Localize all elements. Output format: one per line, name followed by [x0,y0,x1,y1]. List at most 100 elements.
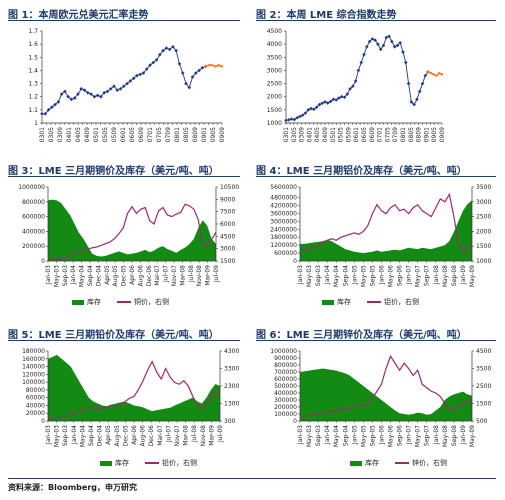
y1-tick-label: 3600000 [270,210,297,217]
x-tick-label: Apr-05 [104,265,111,285]
data-point [314,105,319,110]
legend-stock-label: 库存 [365,459,379,467]
y1-tick-label: 160000 [22,356,45,363]
x-tick-label: Sep-08 [451,425,458,446]
data-point [359,60,364,65]
data-point [50,105,54,110]
x-tick-label: May-04 [333,265,340,287]
x-tick-label: Sep-04 [342,425,349,446]
y1-tick-label: 0 [293,418,297,425]
legend-stock-swatch [350,460,362,466]
x-tick-label: Jan-07 [406,265,413,285]
chart-fig4: 0600000120000018000002400000300000036000… [270,184,491,287]
y2-tick-label: 4300 [224,348,239,355]
panel-fig1: 图 1：本周欧元兑美元汇率走势 1 1.1 1.2 1.3 1.4 1.5 1.6 1.7 03… [8,6,240,148]
y1-tick-label: 700000 [274,369,297,376]
x-tick-label: 0709 [392,127,399,142]
data-point [177,62,182,66]
x-tick-label: 0905 [431,127,438,142]
y2-tick-label: 3000 [476,199,491,206]
data-point [180,71,185,75]
forecast-point [217,63,220,67]
y2-tick-label: 3300 [224,366,239,373]
x-tick-label: 0305 [48,127,55,142]
x-tick-label: May-04 [333,425,340,447]
data-point [312,107,316,112]
x-tick-label: Jan-05 [351,265,358,285]
y1-tick-label: 0 [41,258,45,265]
y1-tick-label: 1000000 [270,348,297,355]
data-point [102,90,106,95]
y1-tick-label: 4200000 [270,203,297,210]
y1-tick-label: 600000 [274,250,297,257]
panel-fig3: 图 3：LME 三月期铜价及库存（美元/吨、吨） 0 200000 400000 60… [8,162,240,308]
x-tick-label: Jul-08 [188,265,195,283]
y1-tick-label: 0 [293,258,297,265]
x-tick-label: Apr-06 [131,425,138,445]
y2-tick-label: 1500 [476,401,491,408]
x-tick-label: Sep-03 [315,425,322,446]
data-point [141,71,146,75]
x-tick-label: May-06 [388,425,395,447]
x-tick-label: 0705 [384,127,391,142]
x-tick-label: Jan-05 [351,425,358,445]
x-tick-label: 0805 [183,127,190,142]
title-divider [8,176,240,177]
x-tick-label: 0709 [165,127,172,142]
x-tick-label: Jul-07 [163,265,170,283]
legend-price-swatch [395,462,409,464]
x-tick-label: Dec-04 [95,265,102,287]
x-tick-label: 0609 [138,127,145,142]
y1-tick-label: 3000000 [270,218,297,225]
title-divider [256,340,496,341]
forecast-point [440,73,444,76]
data-point [334,98,338,102]
chart-title: 图 3：LME 三月期铜价及库存（美元/吨、吨） [8,166,219,177]
data-point [135,73,139,78]
data-point [395,43,400,48]
x-tick-label: 0605 [129,127,136,142]
y1-tick-label: 200000 [274,404,297,411]
data-point [406,81,411,86]
x-tick-label: Jan-07 [406,425,413,445]
data-point [409,100,414,104]
legend-price-swatch [117,301,131,303]
x-tick-label: Apr-05 [105,425,112,445]
x-tick-label: Jan-08 [433,425,440,445]
data-point [398,41,403,45]
x-tick-label: Mar-09 [208,425,215,446]
x-tick-label: 0501 [93,127,100,142]
y1-tick-label: 20000 [26,410,45,417]
x-tick-label: Jul-08 [191,425,198,443]
y2-tick-label: 3500 [476,184,491,191]
y-tick-label: 4000 [267,41,282,48]
title-divider [256,20,496,21]
data-point [284,118,288,123]
y-tick-label: 1.7 [28,28,38,35]
inventory-area [300,200,472,261]
x-tick-label: Jan-03 [297,425,304,445]
x-tick-label: May-03 [53,265,60,287]
data-point [43,112,48,116]
x-tick-label: Dec-06 [148,425,155,447]
data-point [353,79,358,83]
data-point [112,84,116,88]
x-tick-label: Aug-05 [112,265,119,287]
data-point [323,100,327,104]
inventory-area [48,354,220,421]
legend-price-swatch [145,462,159,464]
data-point [69,97,74,102]
data-point [82,88,87,92]
data-point [417,89,422,94]
y2-tick-label: 7500 [220,209,235,216]
y-tick-label: 2500 [267,81,282,88]
forecast-point [426,70,430,73]
x-tick-label: May-07 [415,425,422,447]
legend-stock-swatch [100,460,112,466]
y1-tick-label: 600000 [22,214,45,221]
data-point [89,92,93,96]
x-tick-label: Sep-08 [451,265,458,286]
x-tick-label: May-03 [306,425,313,447]
x-tick-label: Jan-03 [297,265,304,285]
y1-tick-label: 100000 [22,379,45,386]
